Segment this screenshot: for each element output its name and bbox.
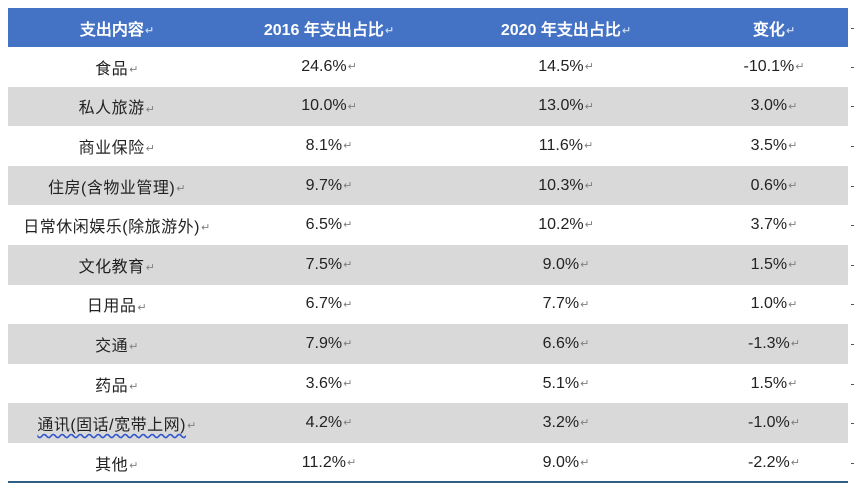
row-end-marker — [851, 67, 854, 68]
row-end-marker — [851, 384, 854, 385]
cell-2020-share: 3.2%↵ — [542, 414, 590, 432]
table-body: 食品↵ 24.6%↵ 14.5%↵ -10.1%↵ 私人旅游↵ 10.0%↵ 13.0%↵ 3… — [8, 47, 848, 483]
table-row: 食品↵ 24.6%↵ 14.5%↵ -10.1%↵ — [8, 47, 848, 87]
table-row: 商业保险↵ 8.1%↵ 11.6%↵ 3.5%↵ — [8, 126, 848, 166]
cell-change: 3.7%↵ — [750, 216, 798, 234]
header-2020-share: 2020 年支出占比↵ — [500, 21, 632, 39]
cell-2016-share: 3.6%↵ — [305, 374, 353, 392]
cell-category: 日用品↵ — [86, 298, 148, 316]
cell-2020-share: 10.3%↵ — [538, 176, 594, 194]
table-header: 支出内容↵ 2016 年支出占比↵ 2020 年支出占比↵ 变化↵ — [8, 8, 848, 47]
cell-2020-share: 10.2%↵ — [538, 216, 594, 234]
cell-category: 文化教育↵ — [78, 258, 156, 276]
row-end-marker — [851, 304, 854, 305]
cell-2016-share: 6.5%↵ — [305, 216, 353, 234]
table-row: 药品↵ 3.6%↵ 5.1%↵ 1.5%↵ — [8, 363, 848, 404]
row-end-marker — [851, 146, 854, 147]
cell-category: 商业保险↵ — [78, 139, 156, 157]
cell-change: 0.6%↵ — [750, 176, 798, 194]
bottom-rule — [8, 481, 848, 483]
cell-category: 其他↵ — [95, 456, 139, 474]
row-end-marker — [851, 463, 854, 464]
cell-2016-share: 6.7%↵ — [305, 295, 353, 313]
row-end-marker — [851, 225, 854, 226]
cell-2016-share: 4.2%↵ — [305, 414, 353, 432]
cell-change: 1.5%↵ — [750, 255, 798, 273]
header-row: 支出内容↵ 2016 年支出占比↵ 2020 年支出占比↵ 变化↵ — [8, 8, 848, 47]
row-end-marker — [851, 106, 854, 107]
cell-change: -2.2%↵ — [747, 453, 800, 471]
table-row: 日用品↵ 6.7%↵ 7.7%↵ 1.0%↵ — [8, 284, 848, 325]
cell-2016-share: 10.0%↵ — [301, 97, 357, 115]
cell-category: 交通↵ — [95, 337, 139, 355]
row-end-marker — [851, 265, 854, 266]
header-2016-share: 2016 年支出占比↵ — [263, 21, 395, 39]
row-end-marker — [851, 344, 854, 345]
cell-change: 1.0%↵ — [750, 295, 798, 313]
row-end-marker — [851, 423, 854, 424]
cell-change: 3.0%↵ — [750, 97, 798, 115]
table-row: 私人旅游↵ 10.0%↵ 13.0%↵ 3.0%↵ — [8, 86, 848, 127]
cell-change: 3.5%↵ — [750, 136, 798, 154]
cell-2020-share: 7.7%↵ — [542, 295, 590, 313]
cell-2020-share: 6.6%↵ — [542, 334, 590, 352]
cell-category: 私人旅游↵ — [78, 100, 156, 118]
cell-category: 食品↵ — [95, 60, 139, 78]
cell-2020-share: 14.5%↵ — [538, 57, 594, 75]
row-end-marker — [851, 28, 854, 29]
table-row: 文化教育↵ 7.5%↵ 9.0%↵ 1.5%↵ — [8, 244, 848, 285]
cell-category: 住房(含物业管理)↵ — [48, 179, 186, 197]
cell-2020-share: 9.0%↵ — [542, 255, 590, 273]
cell-2020-share: 13.0%↵ — [538, 97, 594, 115]
cell-change: -1.0%↵ — [747, 414, 800, 432]
cell-change: -1.3%↵ — [747, 334, 800, 352]
table-row: 交通↵ 7.9%↵ 6.6%↵ -1.3%↵ — [8, 324, 848, 364]
cell-2020-share: 9.0%↵ — [542, 453, 590, 471]
expense-share-table: 支出内容↵ 2016 年支出占比↵ 2020 年支出占比↵ 变化↵ 食品↵ 24.… — [8, 8, 848, 483]
header-category: 支出内容↵ — [79, 21, 155, 39]
cell-2016-share: 7.9%↵ — [305, 334, 353, 352]
cell-category: 日常休闲娱乐(除旅游外)↵ — [23, 219, 211, 237]
cell-2016-share: 7.5%↵ — [305, 255, 353, 273]
cell-2016-share: 11.2%↵ — [301, 453, 357, 471]
table-row: 日常休闲娱乐(除旅游外)↵ 6.5%↵ 10.2%↵ 3.7%↵ — [8, 205, 848, 245]
header-change: 变化↵ — [752, 21, 796, 39]
cell-2016-share: 9.7%↵ — [305, 176, 353, 194]
cell-2020-share: 5.1%↵ — [542, 374, 590, 392]
cell-change: -10.1%↵ — [743, 57, 805, 75]
table-row: 其他↵ 11.2%↵ 9.0%↵ -2.2%↵ — [8, 442, 848, 483]
table-row: 通讯(固话/宽带上网)↵ 4.2%↵ 3.2%↵ -1.0%↵ — [8, 403, 848, 443]
row-end-marker — [851, 186, 854, 187]
cell-category: 药品↵ — [95, 377, 139, 395]
cell-2020-share: 11.6%↵ — [538, 136, 594, 154]
cell-2016-share: 24.6%↵ — [301, 57, 357, 75]
cell-category: 通讯(固话/宽带上网)↵ — [37, 417, 197, 435]
cell-change: 1.5%↵ — [750, 374, 798, 392]
table-row: 住房(含物业管理)↵ 9.7%↵ 10.3%↵ 0.6%↵ — [8, 165, 848, 206]
cell-2016-share: 8.1%↵ — [305, 136, 353, 154]
